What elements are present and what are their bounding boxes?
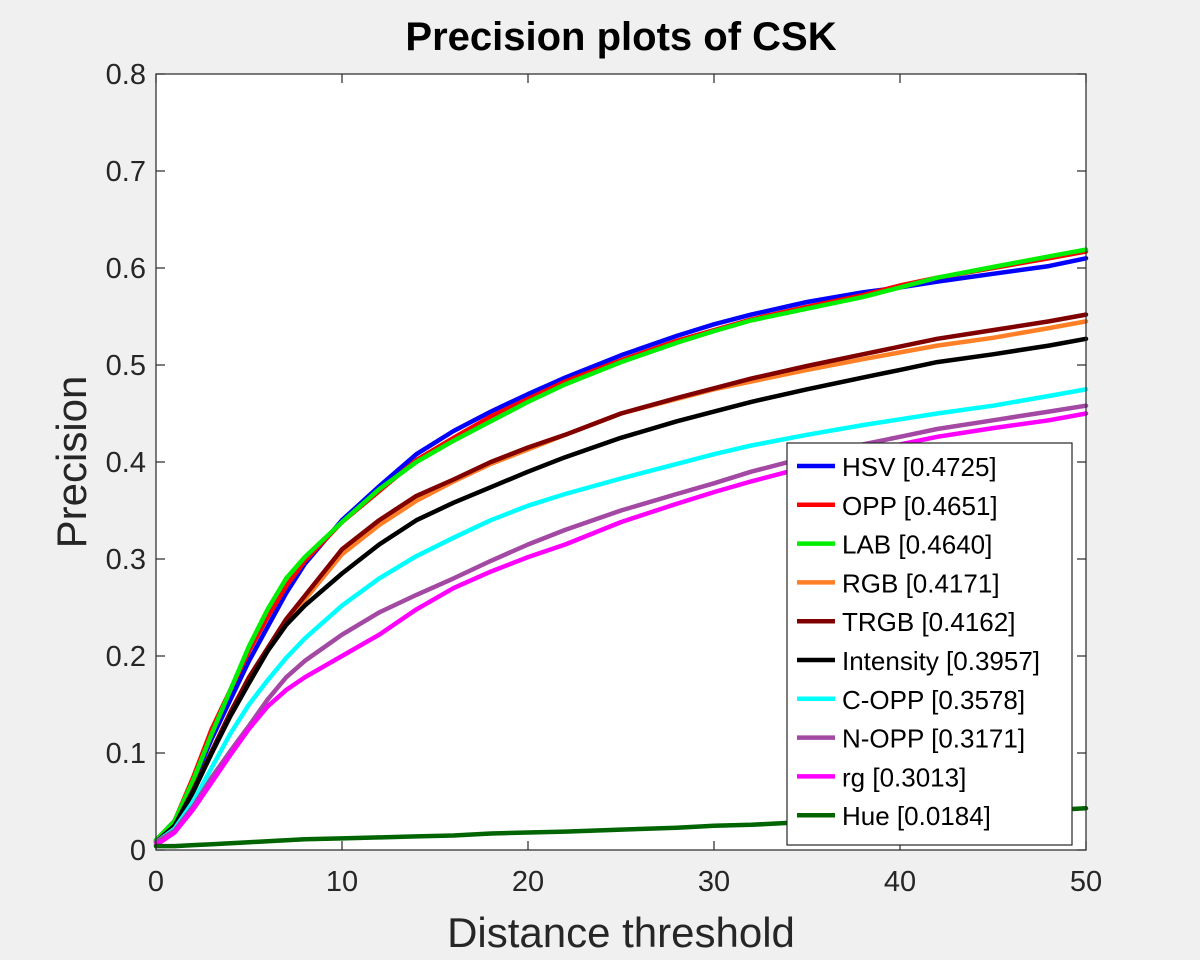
legend-label-9: Hue [0.0184] (842, 801, 991, 831)
legend-label-0: HSV [0.4725] (842, 452, 997, 482)
x-tick-label: 40 (884, 866, 916, 898)
legend-label-4: TRGB [0.4162] (842, 607, 1015, 637)
x-tick-label: 20 (512, 866, 544, 898)
legend-label-5: Intensity [0.3957] (842, 646, 1040, 676)
x-axis-label: Distance threshold (447, 909, 795, 956)
x-tick-label: 10 (326, 866, 358, 898)
y-tick-label: 0.1 (106, 738, 146, 770)
y-tick-label: 0.3 (106, 544, 146, 576)
chart-title: Precision plots of CSK (405, 15, 836, 59)
y-tick-label: 0 (130, 835, 146, 867)
series-line-6 (153, 387, 1089, 845)
y-tick-label: 0.6 (106, 253, 146, 285)
y-tick-label: 0.7 (106, 156, 146, 188)
x-tick-label: 50 (1070, 866, 1102, 898)
legend-label-6: C-OPP [0.3578] (842, 685, 1025, 715)
legend-label-3: RGB [0.4171] (842, 568, 1000, 598)
y-tick-label: 0.2 (106, 641, 146, 673)
legend-label-7: N-OPP [0.3171] (842, 724, 1025, 754)
legend-label-8: rg [0.3013] (842, 762, 966, 792)
y-ticks: 0 0.1 0.2 0.3 0.4 0.5 0.6 0.7 0.8 (106, 59, 1086, 867)
y-axis-label: Precision (48, 376, 95, 549)
y-tick-label: 0.4 (106, 447, 146, 479)
legend-label-2: LAB [0.4640] (842, 530, 992, 560)
legend: HSV [0.4725] OPP [0.4651] LAB [0.4640] RGB … (786, 442, 1073, 846)
x-ticks: 0 10 20 30 40 50 (148, 74, 1102, 898)
x-tick-label: 30 (698, 866, 730, 898)
x-tick-label: 0 (148, 866, 164, 898)
series-line-2 (153, 247, 1089, 843)
legend-label-1: OPP [0.4651] (842, 491, 998, 521)
series-line-5 (153, 336, 1089, 845)
y-tick-label: 0.8 (106, 59, 146, 91)
y-tick-label: 0.5 (106, 350, 146, 382)
